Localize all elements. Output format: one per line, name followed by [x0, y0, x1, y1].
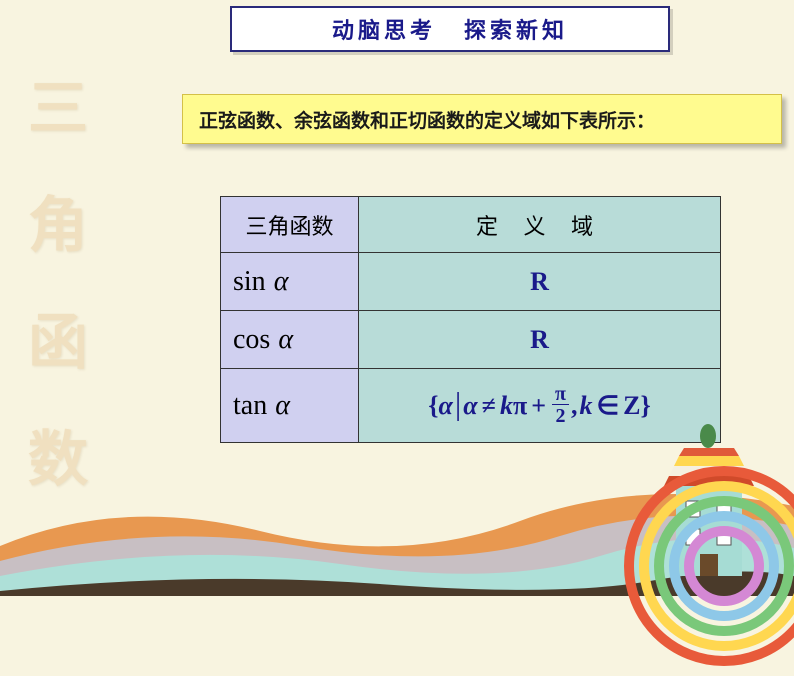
side-char-2: 角 [28, 177, 88, 264]
var-tan: α [275, 390, 290, 421]
domain-cos: R [359, 311, 721, 369]
set-in: ∈ [597, 391, 620, 421]
title-text-right: 探索新知 [464, 13, 568, 45]
description-text: 正弦函数、余弦函数和正切函数的定义域如下表所示： [199, 106, 655, 133]
set-sep: | [455, 385, 461, 422]
header-domain: 定 义 域 [359, 197, 721, 253]
set-comma: , [571, 391, 578, 421]
set-frac: π 2 [552, 384, 569, 427]
table-row-sin: sinα R [221, 253, 721, 311]
set-open: { [428, 391, 438, 421]
var-sin: α [274, 266, 289, 297]
set-alpha: α [438, 391, 452, 421]
side-vertical-title: 三 角 函 数 [28, 60, 88, 498]
cell-cos: cosα [221, 311, 359, 369]
frac-num: π [552, 384, 569, 405]
title-text-left: 动脑思考 [332, 13, 436, 45]
fn-cos: cos [233, 324, 270, 355]
fn-tan: tan [233, 390, 267, 421]
set-k: k [500, 391, 513, 421]
frac-den: 2 [553, 405, 569, 427]
cell-sin: sinα [221, 253, 359, 311]
domain-sin: R [359, 253, 721, 311]
set-k2: k [580, 391, 593, 421]
set-Z: Z [623, 391, 640, 421]
set-alpha2: α [463, 391, 477, 421]
table-header-row: 三角函数 定 义 域 [221, 197, 721, 253]
cell-tan: tanα [221, 369, 359, 443]
side-char-3: 函 [28, 294, 88, 381]
description-banner: 正弦函数、余弦函数和正切函数的定义域如下表所示： [182, 94, 782, 144]
fn-sin: sin [233, 266, 266, 297]
set-pi1: π [513, 391, 527, 421]
rainbow-decoration [614, 456, 794, 676]
tan-domain-expression: {α | α ≠ kπ + π 2 , k ∈ Z} [428, 384, 651, 427]
header-func: 三角函数 [221, 197, 359, 253]
set-neq: ≠ [482, 391, 496, 421]
set-plus: + [531, 391, 546, 421]
var-cos: α [278, 324, 293, 355]
table-row-cos: cosα R [221, 311, 721, 369]
title-box: 动脑思考 探索新知 [230, 6, 670, 52]
side-char-1: 三 [28, 60, 88, 147]
